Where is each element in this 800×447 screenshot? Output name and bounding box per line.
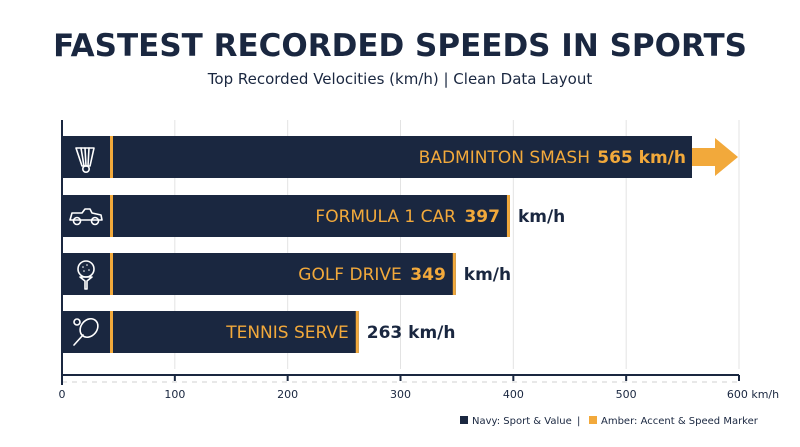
legend-swatch-amber (589, 416, 597, 424)
icon-tile (62, 253, 110, 295)
x-axis: 0 100 200 300 400 500 600 km/h (59, 120, 779, 401)
x-tick-label: 300 (390, 388, 411, 401)
legend-label-navy: Navy: Sport & Value (472, 416, 572, 427)
bar-value-label: 565 km/h (597, 148, 686, 168)
speed-marker (452, 253, 456, 295)
icon-tile (62, 195, 110, 237)
speed-marker (506, 195, 510, 237)
shuttlecock-icon (75, 147, 95, 174)
bar-category-label: BADMINTON SMASH (419, 148, 590, 168)
race-car-icon (69, 208, 103, 226)
x-tick-label: 100 (164, 388, 185, 401)
bar-category-label: FORMULA 1 CAR (315, 207, 456, 227)
bar-row: 565 km/h BADMINTON SMASH (62, 136, 738, 178)
chart-title: FASTEST RECORDED SPEEDS IN SPORTS (53, 28, 747, 64)
legend-separator: | (577, 416, 580, 427)
x-tick-label: 200 (277, 388, 298, 401)
bar (113, 136, 692, 178)
icon-divider (110, 253, 113, 295)
chart-subtitle: Top Recorded Velocities (km/h) | Clean D… (207, 70, 593, 88)
legend-label-amber: Amber: Accent & Speed Marker (601, 416, 759, 427)
x-tick-label: 0 (59, 388, 66, 401)
icon-divider (110, 195, 113, 237)
bar-row: 397 FORMULA 1 CAR km/h (62, 195, 565, 237)
speed-marker (355, 311, 359, 353)
bar (113, 311, 359, 353)
bars-group: 565 km/h BADMINTON SMASH 397 FORMULA 1 CAR k… (62, 136, 738, 353)
x-tick-label: 500 (616, 388, 637, 401)
legend: Navy: Sport & Value | Amber: Accent & Spee… (460, 416, 759, 427)
bar-row: 349 GOLF DRIVE km/h (62, 253, 511, 295)
bar (113, 195, 510, 237)
bar-value-label: 349 (410, 265, 446, 285)
bar-category-label: TENNIS SERVE (225, 323, 349, 343)
icon-divider (110, 136, 113, 178)
bar-category-label: GOLF DRIVE (298, 265, 402, 285)
icon-tile (62, 311, 110, 353)
golf-ball-on-tee-icon (77, 260, 95, 290)
tennis-racket-icon (73, 317, 99, 346)
bar (113, 253, 456, 295)
bar-unit-label: km/h (464, 265, 511, 285)
x-tick-label: 400 (503, 388, 524, 401)
bar-unit-label: km/h (518, 207, 565, 227)
bar-value-label: 263 km/h (367, 323, 456, 343)
legend-swatch-navy (460, 416, 468, 424)
bar-row: TENNIS SERVE 263 km/h (62, 311, 456, 353)
icon-divider (110, 311, 113, 353)
bar-value-label: 397 (464, 207, 500, 227)
speed-overflow-arrow (692, 138, 738, 176)
x-tick-label: 600 km/h (727, 388, 779, 401)
